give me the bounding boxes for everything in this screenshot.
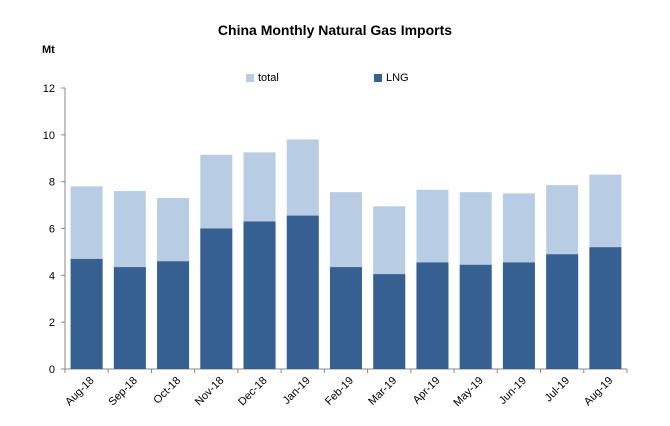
legend-label-lng: LNG <box>386 72 409 84</box>
bar-lng-may-19 <box>459 264 492 369</box>
x-tick-label: Jul-19 <box>543 375 573 405</box>
bar-lng-mar-19 <box>373 274 406 369</box>
chart-title: China Monthly Natural Gas Imports <box>217 22 453 38</box>
x-tick-label: Apr-19 <box>411 375 443 407</box>
x-tick-label: Mar-19 <box>366 375 399 408</box>
legend-item-lng: LNG <box>374 72 409 84</box>
bar-lng-dec-18 <box>243 221 276 369</box>
bar-lng-oct-18 <box>157 261 190 369</box>
bar-lng-jun-19 <box>502 262 535 369</box>
y-tick-label: 12 <box>43 83 55 95</box>
x-tick-label: Jan-19 <box>281 375 313 407</box>
x-tick-label: Feb-19 <box>323 375 356 408</box>
y-axis-label: Mt <box>42 44 55 56</box>
bar-lng-jan-19 <box>286 215 319 369</box>
x-tick-label: Jun-19 <box>497 375 529 407</box>
x-tick-label: Dec-18 <box>236 375 270 409</box>
y-tick-label: 4 <box>49 270 55 282</box>
legend-swatch-total <box>246 74 254 82</box>
x-tick-label: Aug-18 <box>63 375 97 409</box>
y-tick-label: 0 <box>49 364 55 376</box>
bar-lng-feb-19 <box>330 267 362 369</box>
x-tick-label: May-19 <box>451 375 485 409</box>
x-tick-label: Aug-19 <box>582 375 616 409</box>
bar-lng-sep-18 <box>113 267 146 369</box>
x-tick-label: Sep-18 <box>106 375 140 409</box>
bar-lng-aug-18 <box>70 258 103 369</box>
y-tick-label: 8 <box>49 177 55 189</box>
legend-item-total: total <box>246 72 279 84</box>
y-tick-label: 10 <box>43 130 55 142</box>
x-tick-label: Oct-18 <box>151 375 183 407</box>
bar-lng-jul-19 <box>546 254 579 369</box>
bar-lng-apr-19 <box>416 262 449 369</box>
y-tick-label: 2 <box>49 317 55 329</box>
bar-lng-nov-18 <box>200 228 233 369</box>
legend-label-total: total <box>258 72 279 84</box>
legend-swatch-lng <box>374 74 382 82</box>
bar-lng-aug-19 <box>589 247 622 369</box>
x-tick-label: Nov-18 <box>193 375 227 409</box>
y-tick-label: 6 <box>49 224 55 236</box>
